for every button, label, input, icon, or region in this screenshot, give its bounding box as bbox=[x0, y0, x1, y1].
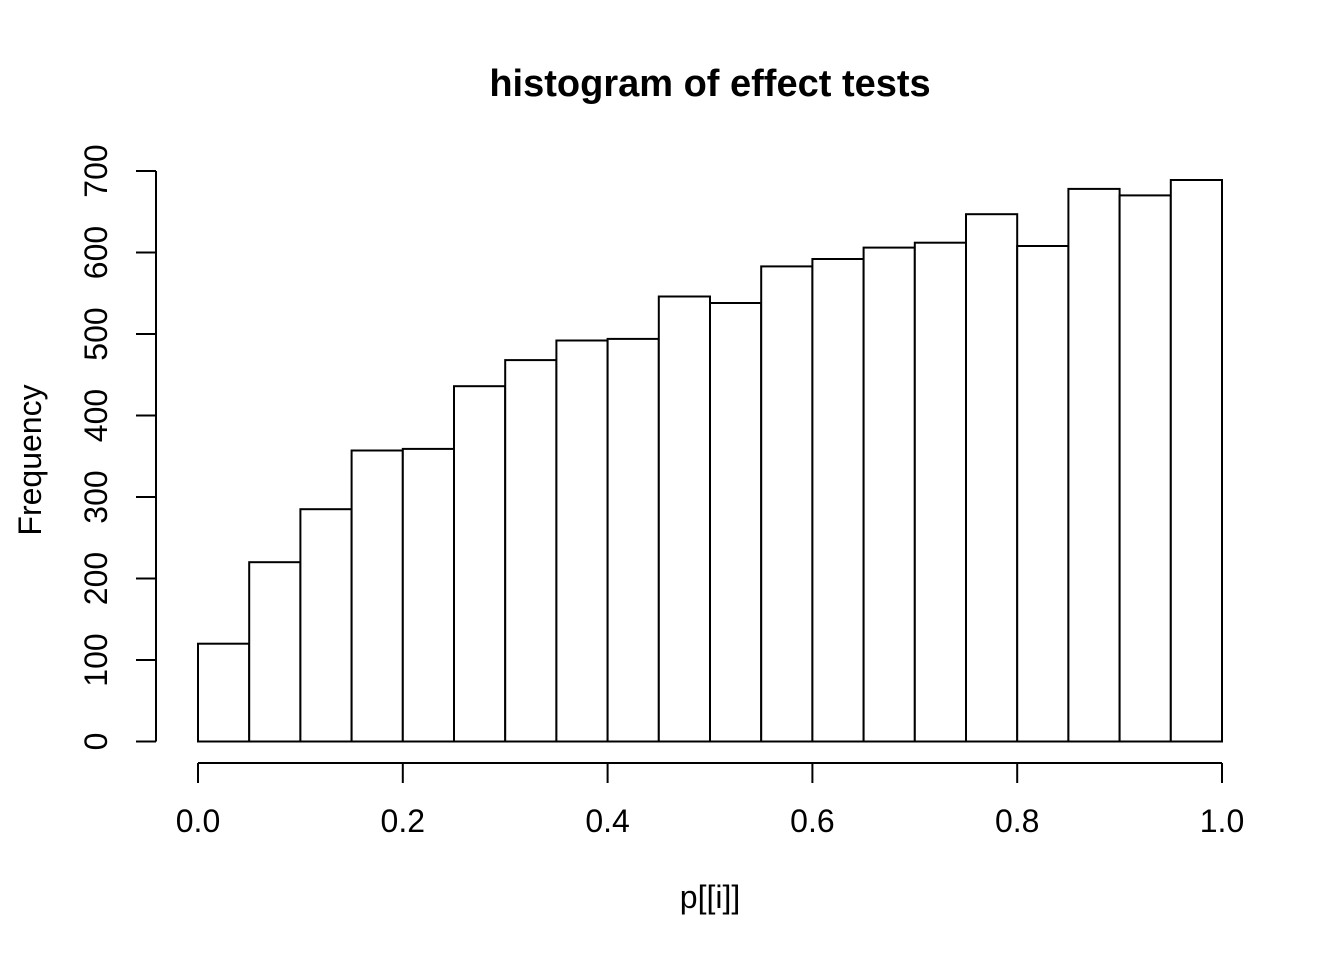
histogram-bar bbox=[504, 359, 558, 743]
histogram-bar bbox=[1067, 187, 1121, 743]
histogram-bar bbox=[709, 302, 763, 743]
histogram-bar bbox=[965, 213, 1019, 743]
y-tick-label: 0 bbox=[78, 733, 114, 751]
histogram-bar bbox=[350, 449, 404, 743]
x-axis: 0.0 0.2 0.4 0.6 0.8 1.0 bbox=[176, 762, 1244, 839]
x-axis-label: p[[i]] bbox=[680, 879, 740, 915]
y-tick-label: 600 bbox=[78, 226, 114, 279]
histogram-bar bbox=[1016, 245, 1070, 743]
histogram-bar bbox=[555, 339, 609, 743]
y-tick-label: 100 bbox=[78, 633, 114, 686]
histogram-bar bbox=[606, 337, 660, 743]
histogram-bar bbox=[401, 447, 455, 743]
x-tick-label: 0.6 bbox=[790, 803, 834, 839]
histogram-bar bbox=[913, 241, 967, 743]
y-tick-label: 200 bbox=[78, 552, 114, 605]
x-tick-label: 0.0 bbox=[176, 803, 220, 839]
histogram-bar bbox=[657, 295, 711, 743]
x-tick-label: 0.4 bbox=[585, 803, 629, 839]
histogram-bar bbox=[299, 508, 353, 743]
histogram-bar bbox=[760, 265, 814, 743]
y-tick-label: 400 bbox=[78, 389, 114, 442]
histogram-bar bbox=[811, 258, 865, 743]
histogram-bar bbox=[197, 642, 251, 743]
histogram-bar bbox=[248, 561, 302, 743]
y-axis: 0 100 200 300 400 500 600 700 bbox=[78, 144, 157, 751]
histogram-bars bbox=[197, 179, 1224, 743]
y-tick-label: 300 bbox=[78, 470, 114, 523]
y-tick-label: 500 bbox=[78, 307, 114, 360]
histogram-bar bbox=[862, 246, 916, 743]
chart-title: histogram of effect tests bbox=[489, 63, 930, 105]
histogram-bar bbox=[1169, 179, 1224, 743]
histogram-bar bbox=[453, 385, 507, 743]
x-tick-label: 1.0 bbox=[1200, 803, 1244, 839]
y-tick-label: 700 bbox=[78, 144, 114, 197]
x-tick-label: 0.8 bbox=[995, 803, 1039, 839]
histogram-bar bbox=[1118, 194, 1172, 743]
y-axis-label: Frequency bbox=[12, 384, 48, 535]
x-tick-label: 0.2 bbox=[381, 803, 425, 839]
